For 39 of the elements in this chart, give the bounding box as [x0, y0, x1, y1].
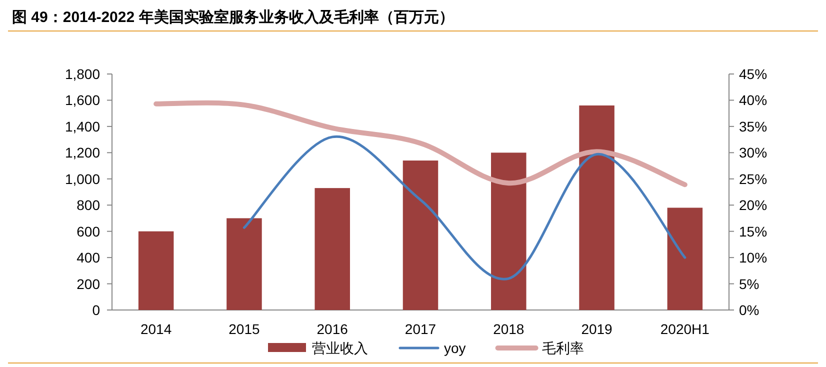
- x-tick-label: 2020H1: [660, 321, 710, 337]
- bar: [226, 218, 262, 310]
- legend-label: 毛利率: [542, 340, 584, 356]
- y-tick-label: 1,200: [64, 144, 100, 161]
- legend-label: yoy: [444, 340, 466, 356]
- x-tick-label: 2014: [140, 321, 172, 337]
- y-tick-label: 800: [76, 197, 100, 214]
- y2-tick-label: 5%: [739, 276, 760, 292]
- y-tick-label: 0: [92, 302, 100, 318]
- bar: [667, 208, 703, 310]
- y-tick-label: 400: [76, 250, 100, 266]
- y-tick-label: 1,600: [64, 92, 100, 108]
- y2-tick-label: 15%: [739, 223, 768, 240]
- bar: [402, 160, 438, 310]
- x-tick-label: 2018: [493, 321, 524, 337]
- y-tick-label: 200: [76, 276, 100, 292]
- x-tick-label: 2016: [316, 321, 348, 337]
- bar: [138, 231, 174, 310]
- x-tick-label: 2017: [404, 321, 436, 337]
- x-tick-label: 2015: [228, 321, 260, 337]
- y2-tick-label: 35%: [739, 118, 768, 134]
- y2-tick-label: 45%: [739, 66, 768, 82]
- chart-title: 图 49：2014-2022 年美国实验室服务业务收入及毛利率（百万元）: [12, 8, 454, 26]
- y2-tick-label: 20%: [739, 197, 768, 214]
- bar: [579, 105, 614, 310]
- y-tick-label: 1,800: [64, 66, 100, 82]
- bar: [314, 188, 350, 310]
- x-tick-label: 2019: [581, 321, 613, 337]
- y2-tick-label: 30%: [739, 144, 768, 161]
- y2-tick-label: 10%: [739, 250, 768, 266]
- y-tick-label: 1,000: [64, 170, 100, 187]
- y2-tick-label: 40%: [739, 92, 768, 108]
- y-tick-label: 1,400: [64, 118, 100, 134]
- y-tick-label: 600: [76, 223, 100, 240]
- legend-label: 营业收入: [312, 340, 368, 356]
- y2-tick-label: 25%: [739, 170, 768, 187]
- bar: [491, 152, 526, 310]
- y2-tick-label: 0%: [739, 302, 760, 318]
- line-series: [242, 136, 686, 280]
